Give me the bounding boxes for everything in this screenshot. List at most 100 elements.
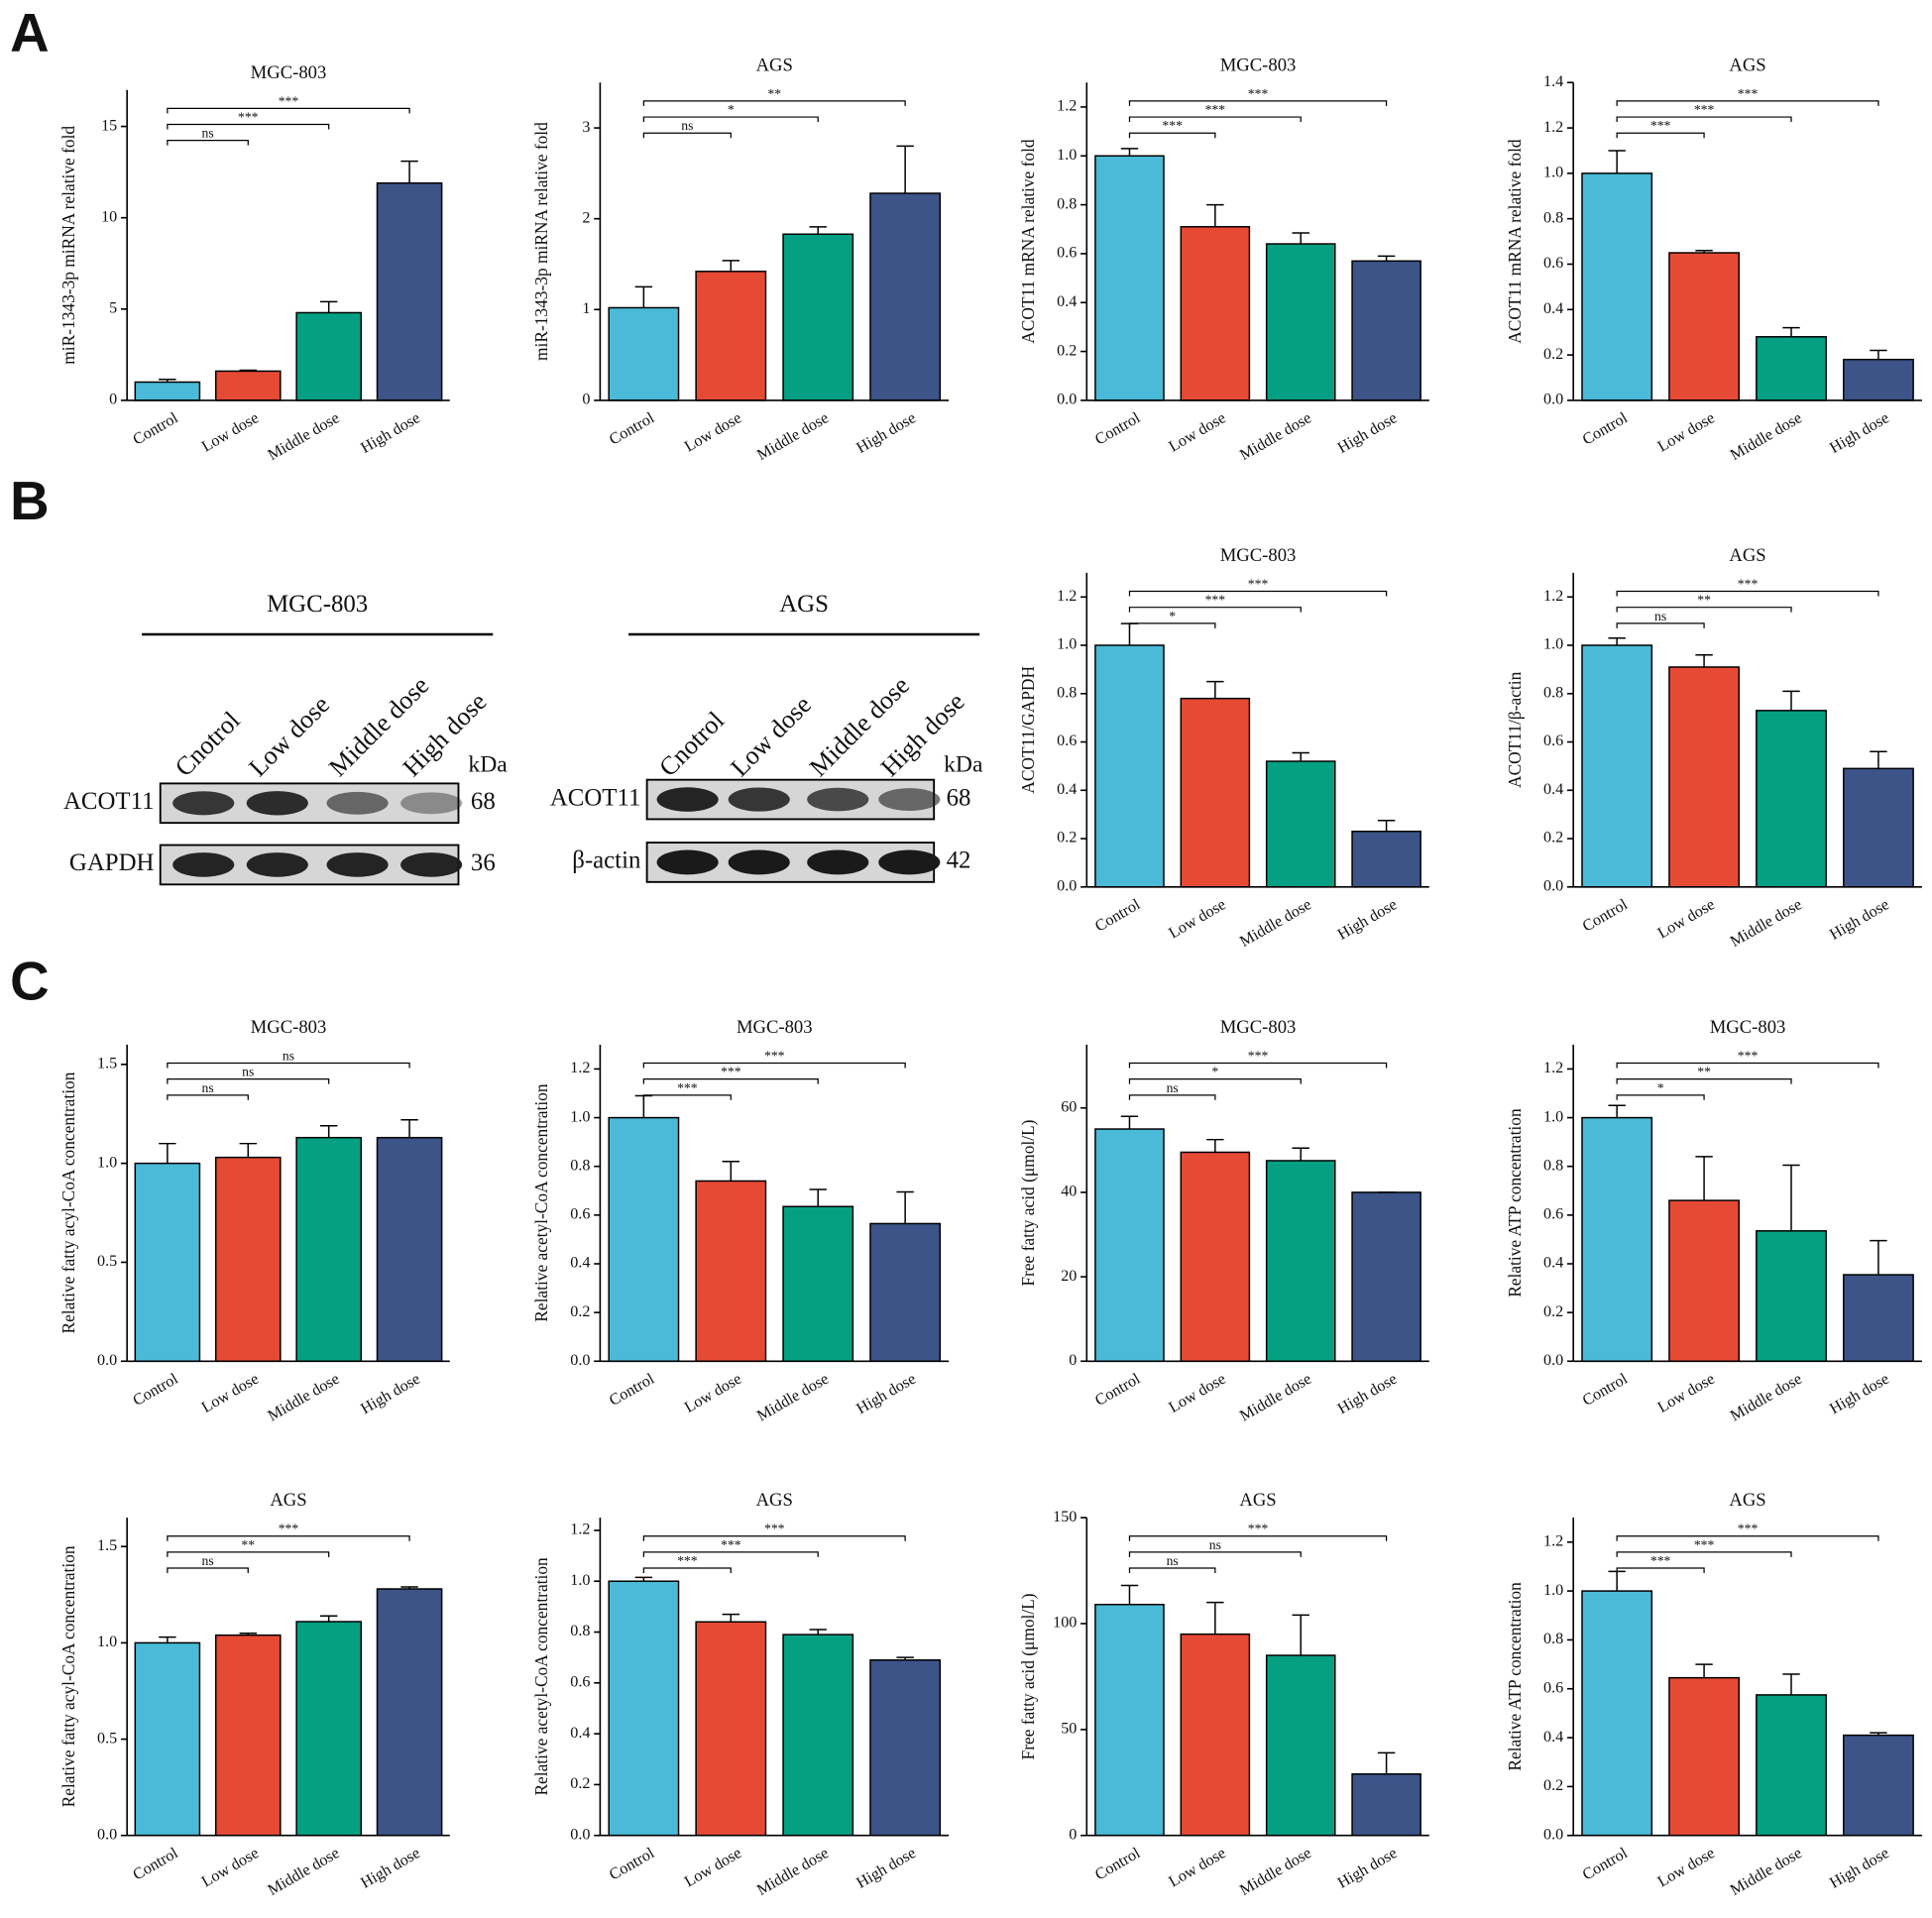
y-tick-label: 0.0 (1543, 392, 1563, 408)
significance-bracket (1128, 622, 1216, 628)
y-tick-label: 0.4 (1543, 1255, 1563, 1272)
bar (295, 311, 362, 401)
significance-bracket (1128, 1551, 1302, 1557)
error-bar (1695, 1663, 1713, 1678)
y-axis-label: Relative fatty acyl-CoA concentration (59, 1072, 78, 1333)
y-tick-label: 0.4 (1543, 781, 1563, 798)
bar (1668, 1676, 1740, 1837)
bar (1180, 1151, 1251, 1363)
y-axis-label: miR-1343-3p miRNA relative fold (532, 122, 551, 361)
y-tick-label: 0.0 (97, 1352, 117, 1369)
error-bar (809, 1188, 827, 1207)
error-bar (722, 1161, 739, 1182)
blot-band (246, 852, 308, 877)
bar (1843, 1274, 1914, 1363)
blot-band (728, 787, 790, 812)
y-tick-label: 2 (582, 209, 590, 226)
x-tick-label: Low dose (682, 409, 744, 455)
x-tick-label: High dose (1335, 896, 1401, 944)
y-tick-label: 0.2 (1543, 1777, 1563, 1794)
significance-label: *** (1248, 576, 1269, 591)
significance-bracket (642, 1535, 906, 1541)
bar (214, 1156, 282, 1363)
bar (695, 1180, 767, 1363)
significance-label: *** (1650, 1553, 1671, 1568)
error-bar (1870, 349, 1887, 360)
error-bar (1292, 1147, 1309, 1161)
x-tick-label: Control (607, 409, 658, 449)
y-tick-label: 1.5 (97, 1056, 117, 1072)
significance-bracket (1616, 132, 1705, 139)
y-tick-label: 0.4 (1543, 300, 1563, 317)
error-bar (1870, 1239, 1887, 1276)
bar (134, 1162, 201, 1363)
error-bar (896, 1656, 914, 1660)
significance-label: *** (1738, 1522, 1759, 1536)
x-tick-label: High dose (1335, 1845, 1401, 1892)
y-tick-label: 0.2 (1057, 342, 1077, 359)
x-tick-label: Middle dose (1237, 1845, 1314, 1899)
y-tick-label: 1.0 (97, 1634, 117, 1650)
y-tick-label: 0.4 (1057, 781, 1077, 798)
significance-label: *** (1162, 118, 1183, 133)
bar (376, 1588, 443, 1837)
y-tick-label: 1.0 (1543, 636, 1563, 653)
x-tick-label: Low dose (199, 1371, 262, 1416)
size-label: 68 (947, 784, 971, 811)
panel-label: B (10, 470, 49, 531)
bar (1581, 1116, 1653, 1363)
x-tick-label: Control (130, 1845, 181, 1884)
significance-label: ** (1697, 1065, 1711, 1079)
y-tick-label: 0.2 (1543, 346, 1563, 363)
y-tick-label: 0.8 (1057, 684, 1077, 701)
bar (376, 1136, 443, 1363)
error-bar (1206, 1601, 1224, 1635)
chart-title: AGS (1729, 1490, 1765, 1511)
x-tick-label: Control (607, 1845, 658, 1884)
error-bar (1695, 249, 1713, 254)
error-bar (1782, 690, 1800, 711)
blot-band (878, 849, 941, 875)
x-tick-label: Middle dose (1237, 409, 1314, 464)
y-tick-label: 0.0 (1543, 1352, 1563, 1369)
error-bar (1377, 1751, 1396, 1774)
bar (214, 1634, 282, 1837)
bar (1351, 830, 1421, 888)
significance-label: *** (1248, 1048, 1269, 1063)
blot-band (728, 849, 790, 875)
y-tick-label: 0.2 (1543, 830, 1563, 846)
y-axis-label: ACOT11 mRNA relative fold (1506, 139, 1525, 344)
y-tick-label: 1.0 (97, 1154, 117, 1171)
y-tick-label: 60 (1061, 1098, 1077, 1115)
bar (869, 1222, 942, 1363)
error-bar (1695, 1156, 1713, 1201)
significance-bracket (642, 1062, 906, 1069)
blot-band (400, 852, 463, 877)
significance-bracket (1128, 116, 1302, 123)
y-tick-label: 0.6 (570, 1206, 590, 1223)
x-tick-label: Middle dose (754, 1845, 832, 1899)
error-bar (1120, 1115, 1139, 1130)
significance-bracket (167, 123, 330, 130)
y-tick-label: 0 (109, 392, 117, 408)
bar (782, 1205, 854, 1363)
error-bar (1206, 680, 1224, 699)
y-tick-label: 1.2 (1543, 1532, 1563, 1549)
significance-label: *** (677, 1553, 698, 1568)
x-tick-label: Middle dose (754, 409, 832, 464)
y-tick-label: 0.0 (1057, 392, 1077, 408)
significance-bracket (167, 1062, 410, 1069)
significance-label: *** (1205, 102, 1226, 117)
bar (608, 1580, 680, 1837)
y-axis-label: Relative acetyl-CoA concentration (532, 1083, 551, 1322)
x-tick-label: High dose (1335, 1371, 1401, 1418)
blot-strip (159, 782, 460, 825)
significance-label: *** (764, 1048, 785, 1063)
significance-bracket (167, 107, 410, 114)
chart-title: MGC-803 (737, 1017, 813, 1038)
row-label: ACOT11 (63, 788, 155, 815)
significance-bracket (167, 1567, 249, 1574)
bar (134, 381, 201, 401)
x-tick-label: High dose (853, 1371, 919, 1418)
blot-band (400, 792, 463, 815)
